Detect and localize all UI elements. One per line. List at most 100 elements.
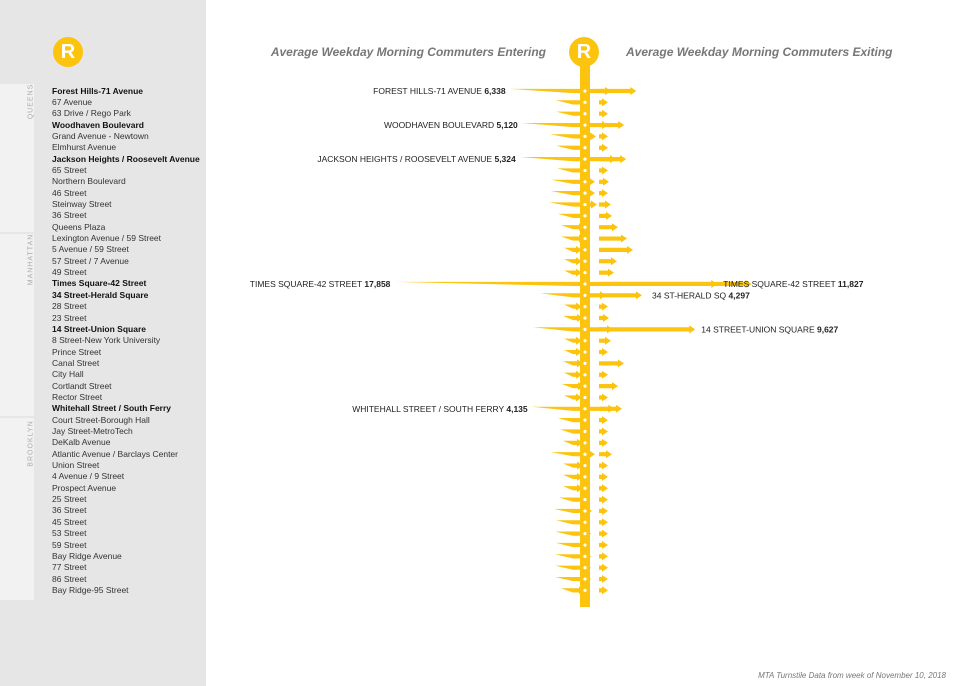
station-dot <box>583 452 587 456</box>
station-dot <box>583 373 587 377</box>
entering-arrow <box>558 211 588 220</box>
station-name: 57 Street / 7 Avenue <box>52 255 129 266</box>
station-dot <box>583 350 587 354</box>
station-name: 45 Street <box>52 516 87 527</box>
station-name: Rector Street <box>52 391 103 402</box>
station-name: Forest Hills-71 Avenue <box>52 85 144 96</box>
station-dot <box>583 89 587 93</box>
station-name: City Hall <box>52 369 84 380</box>
entering-arrow <box>563 461 583 470</box>
station-name: Steinway Street <box>52 199 112 209</box>
exiting-arrow <box>599 166 608 175</box>
station-name: 53 Street <box>52 528 87 539</box>
station-dot <box>583 509 587 513</box>
station-dot <box>583 463 587 468</box>
station-dot <box>583 282 587 286</box>
route-bullet-chart: R <box>569 37 599 67</box>
exiting-arrow <box>599 314 609 322</box>
station-name: Union Street <box>52 460 100 471</box>
station-name: 86 Street <box>52 573 87 584</box>
station-name: Woodhaven Boulevard <box>52 119 144 130</box>
entering-arrow <box>563 484 583 493</box>
station-dot <box>583 293 587 297</box>
station-name: 46 Street <box>52 187 87 198</box>
entering-arrow <box>556 518 590 527</box>
station-dot <box>583 168 587 173</box>
station-name: Lexington Avenue / 59 Street <box>52 233 162 244</box>
station-name: Times Square-42 Street <box>52 278 147 289</box>
bar-label-value: 11,827 <box>838 279 864 289</box>
exiting-arrow <box>599 348 608 357</box>
station-dot <box>583 384 587 388</box>
station-dot <box>583 305 587 309</box>
entering-arrow <box>551 450 595 459</box>
exiting-arrow <box>599 563 608 572</box>
station-dot <box>583 543 587 547</box>
station-name: 23 Street <box>52 312 87 323</box>
exiting-arrow <box>599 155 616 164</box>
station-dot <box>583 180 587 184</box>
station-dot <box>583 123 587 127</box>
entering-arrow <box>564 268 582 277</box>
bar-label: WHITEHALL STREET / SOUTH FERRY 4,135 <box>352 404 528 414</box>
bar-label: FOREST HILLS-71 AVENUE 6,338 <box>373 86 506 96</box>
exiting-arrow <box>599 87 611 95</box>
station-name: 14 Street-Union Square <box>52 323 146 334</box>
station-dot <box>583 588 587 593</box>
bar-label-station: WOODHAVEN BOULEVARD <box>384 120 497 130</box>
station-name: 5 Avenue / 59 Street <box>52 244 129 255</box>
bar-label: WOODHAVEN BOULEVARD 5,120 <box>384 120 518 130</box>
exiting-arrow <box>599 336 611 345</box>
station-dot <box>583 554 587 558</box>
station-dot <box>583 191 587 195</box>
entering-arrow <box>555 529 591 538</box>
station-name: Prince Street <box>52 346 102 357</box>
bar-label-value: 4,135 <box>506 404 528 414</box>
entering-arrow <box>563 314 583 322</box>
station-name: 77 Street <box>52 562 87 573</box>
exiting-arrow <box>599 109 608 118</box>
bar-label-station: WHITEHALL STREET / SOUTH FERRY <box>352 404 506 414</box>
entering-arrow <box>558 416 588 425</box>
station-dot <box>583 202 587 207</box>
station-dot <box>583 339 587 343</box>
station-dot <box>583 214 587 218</box>
exiting-arrow <box>599 223 618 232</box>
exiting-arrow <box>599 450 612 459</box>
entering-title: Average Weekday Morning Commuters Enteri… <box>270 45 546 59</box>
exiting-arrow <box>599 541 608 549</box>
station-dot <box>583 395 587 400</box>
station-name: 67 Avenue <box>52 96 93 107</box>
entering-arrow <box>563 472 583 481</box>
station-name: Grand Avenue - Newtown <box>52 130 149 141</box>
station-name: 65 Street <box>52 164 87 175</box>
entering-arrow <box>560 427 586 436</box>
station-dot <box>583 259 587 263</box>
entering-arrow <box>540 291 606 300</box>
station-dot <box>583 577 587 581</box>
bar-label-station: 14 STREET-UNION SQUARE <box>701 324 817 334</box>
station-dot <box>583 498 587 502</box>
bar-label-station: FOREST HILLS-71 AVENUE <box>373 86 484 96</box>
exiting-arrow <box>599 382 618 391</box>
exiting-arrow <box>599 302 608 311</box>
bar-label: 14 STREET-UNION SQUARE 9,627 <box>701 324 838 334</box>
station-name: Atlantic Avenue / Barclays Center <box>52 448 178 459</box>
station-dot <box>583 520 587 524</box>
entering-arrow <box>551 177 595 186</box>
entering-arrow <box>555 563 591 572</box>
station-name: 63 Drive / Rego Park <box>52 108 131 119</box>
station-name: 28 Street <box>52 301 87 312</box>
station-dot <box>583 248 587 252</box>
exiting-arrow <box>599 359 624 368</box>
entering-arrow <box>556 143 590 152</box>
bar-label-value: 6,338 <box>484 86 506 96</box>
entering-arrow <box>564 393 582 402</box>
data-source-footnote: MTA Turnstile Data from week of November… <box>758 671 946 680</box>
entering-arrow <box>563 438 583 447</box>
station-name: Queens Plaza <box>52 221 106 232</box>
exiting-arrow <box>599 291 642 300</box>
station-name: 36 Street <box>52 505 87 516</box>
bar-label-station: 34 ST-HERALD SQ <box>652 290 729 300</box>
